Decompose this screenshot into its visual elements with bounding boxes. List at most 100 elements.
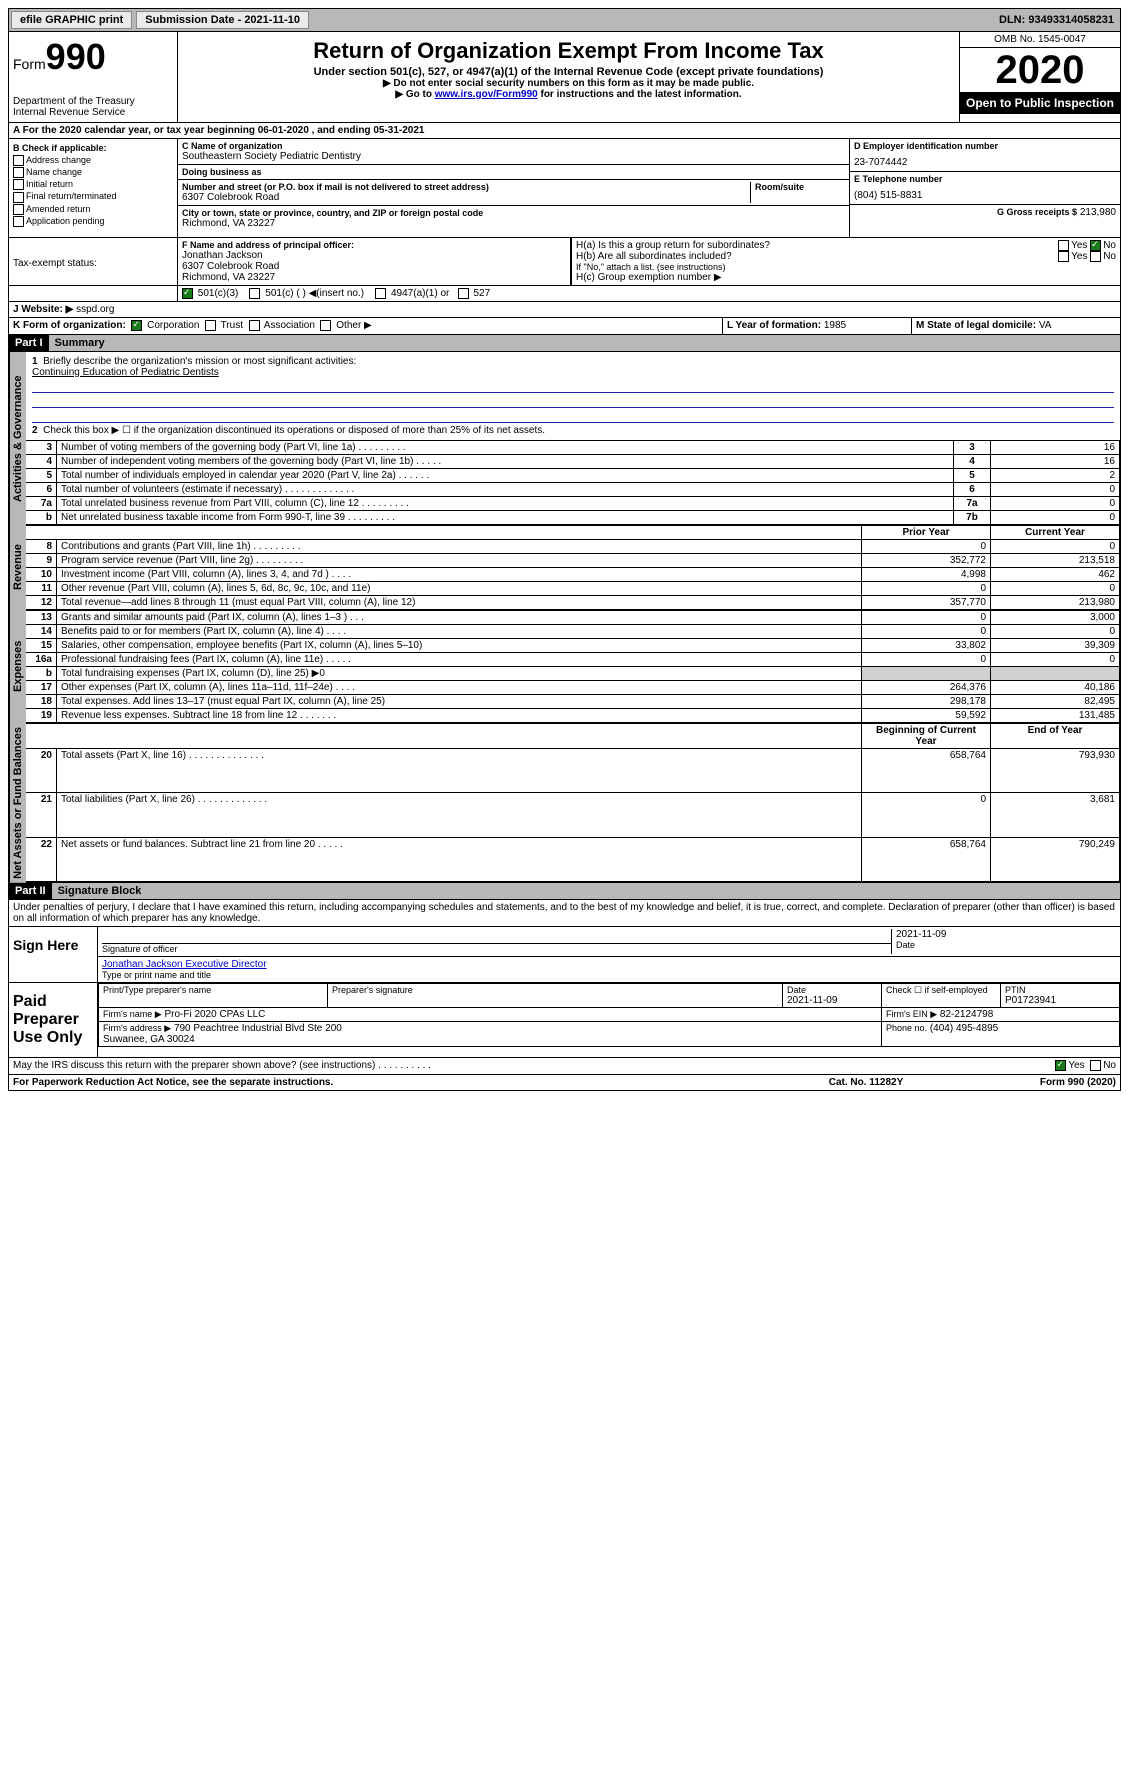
chk-name-change[interactable]: Name change — [13, 167, 173, 178]
dba-label: Doing business as — [182, 167, 845, 177]
firm-ein-value: 82-2124798 — [940, 1009, 993, 1020]
m-label: M State of legal domicile: — [916, 320, 1036, 331]
chk-address-change[interactable]: Address change — [13, 155, 173, 166]
table-row: 16aProfessional fundraising fees (Part I… — [26, 652, 1120, 666]
footer-left: For Paperwork Reduction Act Notice, see … — [13, 1077, 766, 1088]
part2-badge: Part II — [9, 883, 52, 899]
hb-label: H(b) Are all subordinates included? — [576, 251, 732, 262]
sig-date-label: Date — [896, 940, 1116, 950]
form-word: Form — [13, 56, 46, 72]
tel-value: (804) 515-8831 — [854, 184, 1116, 201]
part1-header: Part I Summary — [8, 335, 1121, 352]
group-return-block: H(a) Is this a group return for subordin… — [571, 238, 1120, 285]
dept-label: Department of the Treasury Internal Reve… — [13, 96, 173, 118]
website-value: sspd.org — [76, 304, 114, 315]
city-label: City or town, state or province, country… — [182, 208, 845, 218]
table-row: 21Total liabilities (Part X, line 26) . … — [26, 793, 1120, 838]
chk-amended[interactable]: Amended return — [13, 204, 173, 215]
tax-status-cell: Tax-exempt status: — [9, 238, 178, 285]
ptin-label: PTIN — [1005, 985, 1115, 995]
hb-answer: Yes No — [1058, 251, 1116, 262]
expenses-table: 13Grants and similar amounts paid (Part … — [26, 610, 1120, 723]
col-b-header: B Check if applicable: — [13, 143, 173, 153]
chk-app-pending[interactable]: Application pending — [13, 216, 173, 227]
opt-4947: 4947(a)(1) or — [391, 288, 449, 299]
ein-value: 23-7074442 — [854, 151, 1116, 168]
firm-addr-label: Firm's address ▶ — [103, 1023, 171, 1033]
vtab-expenses: Expenses — [9, 610, 26, 723]
discuss-row: May the IRS discuss this return with the… — [9, 1057, 1120, 1073]
goto-post: for instructions and the latest informat… — [538, 89, 742, 100]
revenue-table: Prior YearCurrent Year 8Contributions an… — [26, 525, 1120, 610]
sign-here-label: Sign Here — [9, 927, 98, 982]
opt-corp: Corporation — [147, 321, 199, 332]
table-row: 15Salaries, other compensation, employee… — [26, 638, 1120, 652]
discuss-answer: Yes No — [1055, 1060, 1116, 1071]
opt-assoc: Association — [264, 321, 315, 332]
chk-corp[interactable] — [131, 320, 142, 331]
chk-assoc[interactable] — [249, 320, 260, 331]
chk-other[interactable] — [320, 320, 331, 331]
officer-name-title[interactable]: Jonathan Jackson Executive Director — [102, 959, 267, 970]
prep-sig-label: Preparer's signature — [332, 985, 778, 995]
hc-label: H(c) Group exemption number ▶ — [576, 272, 1116, 283]
street-label: Number and street (or P.O. box if mail i… — [182, 182, 750, 192]
dln-label: DLN: 93493314058231 — [999, 14, 1120, 26]
gross-value: 213,980 — [1080, 207, 1116, 218]
officer-signature-line[interactable] — [102, 929, 891, 944]
firm-ein-label: Firm's EIN ▶ — [886, 1009, 937, 1019]
street-value: 6307 Colebrook Road — [182, 192, 750, 203]
table-row: 4Number of independent voting members of… — [26, 454, 1120, 468]
chk-initial-return[interactable]: Initial return — [13, 179, 173, 190]
footer-right: Form 990 (2020) — [966, 1077, 1116, 1088]
top-toolbar: efile GRAPHIC print Submission Date - 20… — [8, 8, 1121, 32]
form-header: Form990 Department of the Treasury Inter… — [8, 32, 1121, 123]
tax-status-label: Tax-exempt status: — [13, 240, 173, 269]
table-row: 5Total number of individuals employed in… — [26, 468, 1120, 482]
chk-trust[interactable] — [205, 320, 216, 331]
officer-group-row: Tax-exempt status: F Name and address of… — [8, 238, 1121, 286]
vtab-governance: Activities & Governance — [9, 352, 26, 525]
l-value: 1985 — [824, 320, 846, 331]
form-num: 990 — [46, 36, 106, 77]
governance-table: 3Number of voting members of the governi… — [26, 440, 1120, 525]
table-row: bNet unrelated business taxable income f… — [26, 510, 1120, 524]
table-row: 22Net assets or fund balances. Subtract … — [26, 837, 1120, 882]
table-row: 17Other expenses (Part IX, column (A), l… — [26, 680, 1120, 694]
q1-text: Briefly describe the organization's miss… — [43, 356, 356, 367]
website-row: J Website: ▶ sspd.org — [8, 302, 1121, 318]
expenses-section: Expenses 13Grants and similar amounts pa… — [8, 610, 1121, 723]
hdr-prior: Prior Year — [862, 525, 991, 539]
signature-block: Under penalties of perjury, I declare th… — [8, 900, 1121, 1074]
netassets-section: Net Assets or Fund Balances Beginning of… — [8, 723, 1121, 884]
governance-section: Activities & Governance 1 Briefly descri… — [8, 352, 1121, 525]
form-note-2: Go to www.irs.gov/Form990 for instructio… — [182, 89, 955, 100]
page-footer: For Paperwork Reduction Act Notice, see … — [8, 1075, 1121, 1091]
table-row: 14Benefits paid to or for members (Part … — [26, 624, 1120, 638]
footer-mid: Cat. No. 11282Y — [766, 1077, 966, 1088]
part2-header: Part II Signature Block — [8, 883, 1121, 900]
tel-label: E Telephone number — [854, 174, 1116, 184]
prep-date-label: Date — [787, 985, 877, 995]
chk-final-return[interactable]: Final return/terminated — [13, 191, 173, 202]
firm-name-label: Firm's name ▶ — [103, 1009, 162, 1019]
chk-527[interactable] — [458, 288, 469, 299]
open-inspection: Open to Public Inspection — [960, 92, 1120, 114]
mission-text: Continuing Education of Pediatric Dentis… — [32, 367, 219, 378]
chk-501c3[interactable] — [182, 288, 193, 299]
discuss-text: May the IRS discuss this return with the… — [13, 1060, 431, 1071]
irs-link[interactable]: www.irs.gov/Form990 — [435, 89, 538, 100]
table-row: 3Number of voting members of the governi… — [26, 440, 1120, 454]
efile-print-button[interactable]: efile GRAPHIC print — [11, 11, 132, 29]
hdr-begin: Beginning of Current Year — [862, 723, 991, 748]
chk-4947[interactable] — [375, 288, 386, 299]
chk-501c[interactable] — [249, 288, 260, 299]
ha-label: H(a) Is this a group return for subordin… — [576, 240, 770, 251]
sig-officer-label: Signature of officer — [102, 944, 891, 954]
phone-label: Phone no. — [886, 1023, 927, 1033]
table-row: 18Total expenses. Add lines 13–17 (must … — [26, 694, 1120, 708]
officer-addr1: 6307 Colebrook Road — [182, 261, 566, 272]
city-value: Richmond, VA 23227 — [182, 218, 845, 229]
col-b-checkboxes: B Check if applicable: Address change Na… — [9, 139, 178, 237]
self-emp: Check ☐ if self-employed — [882, 984, 1001, 1008]
